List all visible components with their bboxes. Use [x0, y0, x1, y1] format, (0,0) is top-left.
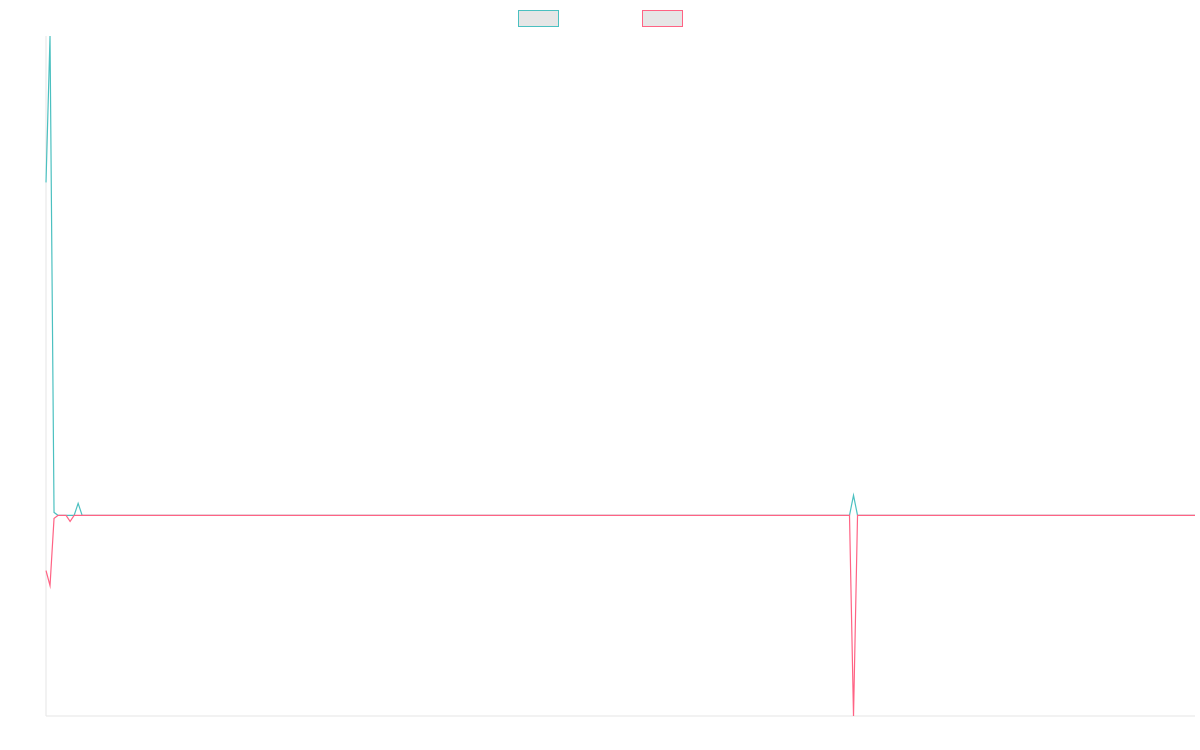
series-2-point [849, 515, 850, 516]
series-2-point [78, 515, 79, 516]
legend [518, 10, 683, 27]
series-2-point [61, 515, 62, 516]
series-2-point [869, 515, 870, 516]
series-1-point [53, 512, 54, 513]
series-2-point [49, 585, 50, 586]
series-1-line [45, 35, 1195, 517]
series-2-point [53, 518, 54, 519]
series-2-point [57, 515, 58, 516]
series-2-point [1194, 515, 1195, 516]
series-2-point [857, 515, 858, 516]
series-2-point [70, 521, 71, 522]
series-layer [45, 35, 1195, 717]
series-2-point [82, 515, 83, 516]
series-1-point [78, 503, 79, 504]
series-2-point [90, 515, 91, 516]
series-1-point [45, 182, 46, 183]
axes [45, 36, 1195, 717]
series-2-line [45, 514, 1195, 717]
series-2-point [86, 515, 87, 516]
series-2-point [865, 515, 866, 516]
legend-swatch-2 [642, 10, 683, 27]
series-1-point [853, 495, 854, 496]
series-2-point [853, 715, 854, 716]
series-2-point [74, 515, 75, 516]
series-2-point [45, 570, 46, 571]
series-2-point [65, 515, 66, 516]
series-1-point [49, 35, 50, 36]
series-1-point [70, 515, 71, 516]
series-2-point [861, 515, 862, 516]
legend-swatch-1 [518, 10, 559, 27]
